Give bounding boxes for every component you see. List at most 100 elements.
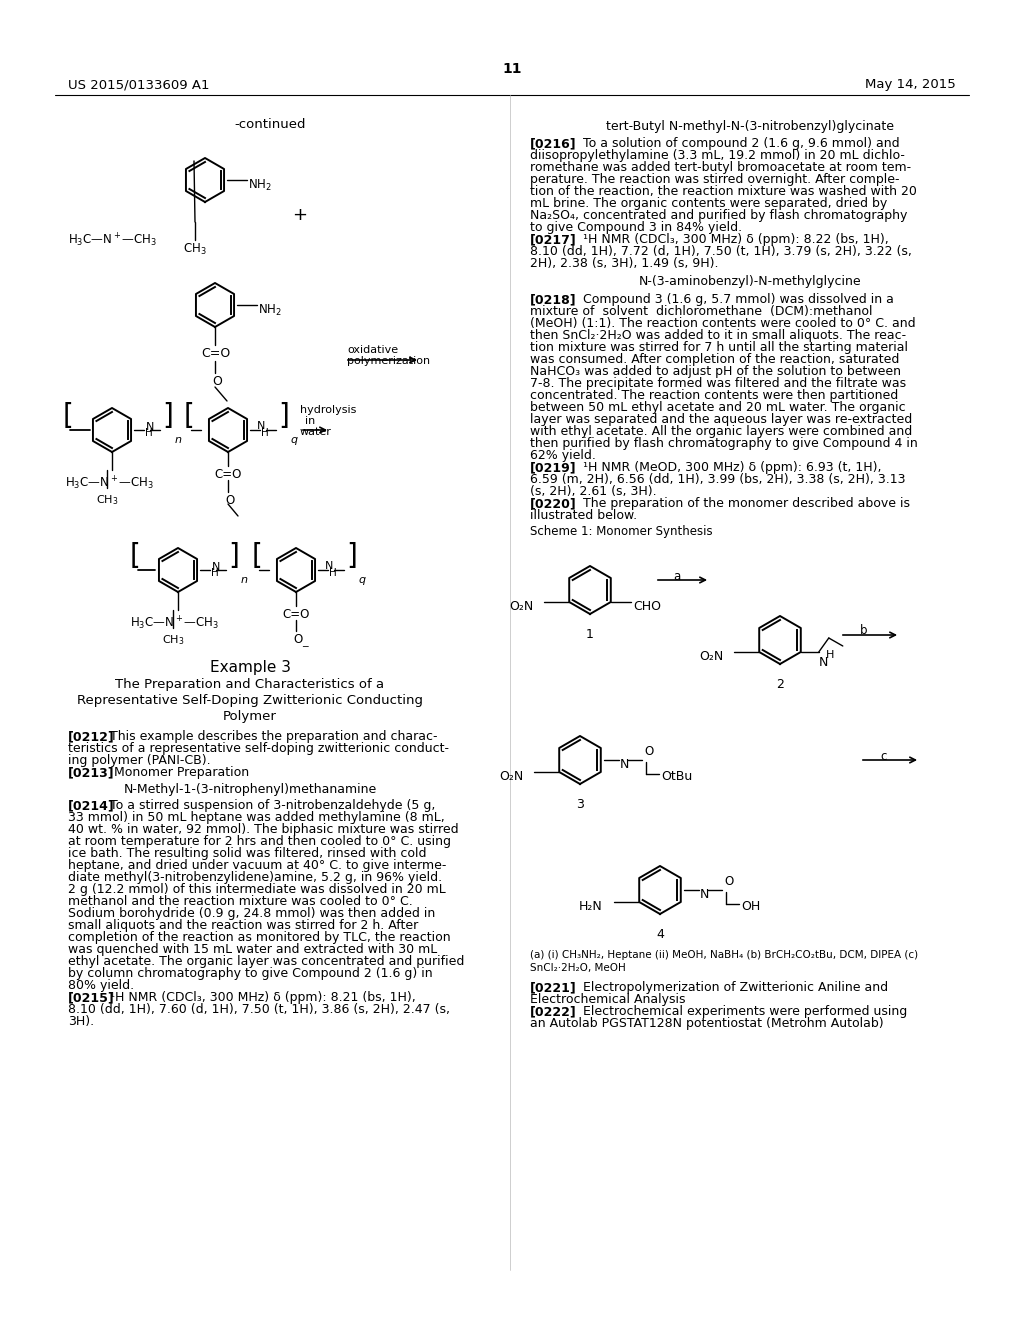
Text: $q$: $q$: [358, 576, 367, 587]
Text: CH$_3$: CH$_3$: [96, 492, 118, 507]
Text: H: H: [329, 568, 337, 578]
Text: Sodium borohydride (0.9 g, 24.8 mmol) was then added in: Sodium borohydride (0.9 g, 24.8 mmol) wa…: [68, 907, 435, 920]
Text: [: [: [63, 403, 74, 430]
Text: [0216]: [0216]: [530, 137, 577, 150]
Text: completion of the reaction as monitored by TLC, the reaction: completion of the reaction as monitored …: [68, 931, 451, 944]
Text: [0218]: [0218]: [530, 293, 577, 306]
Text: methanol and the reaction mixture was cooled to 0° C.: methanol and the reaction mixture was co…: [68, 895, 413, 908]
Text: H: H: [211, 568, 219, 578]
Text: tion of the reaction, the reaction mixture was washed with 20: tion of the reaction, the reaction mixtu…: [530, 185, 916, 198]
Text: romethane was added tert-butyl bromoacetate at room tem-: romethane was added tert-butyl bromoacet…: [530, 161, 911, 174]
Text: (s, 2H), 2.61 (s, 3H).: (s, 2H), 2.61 (s, 3H).: [530, 484, 656, 498]
Text: Example 3: Example 3: [210, 660, 291, 675]
Text: Electrochemical Analysis: Electrochemical Analysis: [530, 993, 685, 1006]
Text: teristics of a representative self-doping zwitterionic conduct-: teristics of a representative self-dopin…: [68, 742, 449, 755]
Text: 62% yield.: 62% yield.: [530, 449, 596, 462]
Text: 80% yield.: 80% yield.: [68, 979, 134, 993]
Text: [0220]: [0220]: [530, 498, 577, 510]
Text: [: [: [252, 543, 263, 570]
Text: oxidative: oxidative: [347, 345, 398, 355]
Text: H$_3$C—N$^+$—CH$_3$: H$_3$C—N$^+$—CH$_3$: [65, 475, 155, 492]
Text: NH$_2$: NH$_2$: [258, 302, 282, 318]
Text: Monomer Preparation: Monomer Preparation: [102, 766, 249, 779]
Text: N: N: [700, 887, 710, 900]
Text: Scheme 1: Monomer Synthesis: Scheme 1: Monomer Synthesis: [530, 525, 713, 539]
Text: was quenched with 15 mL water and extracted with 30 mL: was quenched with 15 mL water and extrac…: [68, 942, 437, 956]
Text: diisopropylethylamine (3.3 mL, 19.2 mmol) in 20 mL dichlo-: diisopropylethylamine (3.3 mL, 19.2 mmol…: [530, 149, 905, 162]
Text: [0214]: [0214]: [68, 799, 115, 812]
Text: [0213]: [0213]: [68, 766, 115, 779]
Text: ¹H NMR (CDCl₃, 300 MHz) δ (ppm): 8.22 (bs, 1H),: ¹H NMR (CDCl₃, 300 MHz) δ (ppm): 8.22 (b…: [571, 234, 889, 246]
Text: H: H: [145, 428, 153, 438]
Text: (MeOH) (1:1). The reaction contents were cooled to 0° C. and: (MeOH) (1:1). The reaction contents were…: [530, 317, 915, 330]
Text: tion mixture was stirred for 7 h until all the starting material: tion mixture was stirred for 7 h until a…: [530, 341, 908, 354]
Text: (a) (i) CH₃NH₂, Heptane (ii) MeOH, NaBH₄ (b) BrCH₂CO₂tBu, DCM, DIPEA (c): (a) (i) CH₃NH₂, Heptane (ii) MeOH, NaBH₄…: [530, 950, 919, 960]
Text: 7-8. The precipitate formed was filtered and the filtrate was: 7-8. The precipitate formed was filtered…: [530, 378, 906, 389]
Text: _: _: [302, 638, 307, 647]
Text: Electropolymerization of Zwitterionic Aniline and: Electropolymerization of Zwitterionic An…: [571, 981, 888, 994]
Text: with ethyl acetate. All the organic layers were combined and: with ethyl acetate. All the organic laye…: [530, 425, 912, 438]
Text: -continued: -continued: [234, 117, 306, 131]
Text: N-(3-aminobenzyl)-N-methylglycine: N-(3-aminobenzyl)-N-methylglycine: [639, 275, 861, 288]
Text: OtBu: OtBu: [662, 770, 692, 783]
Text: b: b: [860, 624, 867, 638]
Text: water: water: [300, 426, 332, 437]
Text: 2: 2: [776, 678, 784, 690]
Text: c: c: [881, 750, 887, 763]
Text: CH$_3$: CH$_3$: [183, 242, 207, 257]
Text: an Autolab PGSTAT128N potentiostat (Metrohm Autolab): an Autolab PGSTAT128N potentiostat (Metr…: [530, 1016, 884, 1030]
Text: ice bath. The resulting solid was filtered, rinsed with cold: ice bath. The resulting solid was filter…: [68, 847, 427, 861]
Text: mL brine. The organic contents were separated, dried by: mL brine. The organic contents were sepa…: [530, 197, 887, 210]
Text: To a stirred suspension of 3-nitrobenzaldehyde (5 g,: To a stirred suspension of 3-nitrobenzal…: [102, 799, 435, 812]
Text: N: N: [325, 561, 334, 572]
Text: N: N: [620, 758, 630, 771]
Text: 3H).: 3H).: [68, 1015, 94, 1028]
Text: O₂N: O₂N: [509, 601, 534, 614]
Text: by column chromatography to give Compound 2 (1.6 g) in: by column chromatography to give Compoun…: [68, 968, 432, 979]
Text: illustrated below.: illustrated below.: [530, 510, 637, 521]
Text: This example describes the preparation and charac-: This example describes the preparation a…: [102, 730, 437, 743]
Text: [0215]: [0215]: [68, 991, 115, 1005]
Text: CH$_3$: CH$_3$: [162, 634, 184, 647]
Text: 40 wt. % in water, 92 mmol). The biphasic mixture was stirred: 40 wt. % in water, 92 mmol). The biphasi…: [68, 822, 459, 836]
Text: May 14, 2015: May 14, 2015: [865, 78, 956, 91]
Text: Polymer: Polymer: [223, 710, 276, 723]
Text: H: H: [261, 428, 268, 438]
Text: H$_3$C—N$^+$—CH$_3$: H$_3$C—N$^+$—CH$_3$: [130, 615, 219, 632]
Text: ]: ]: [162, 403, 173, 430]
Text: O₂N: O₂N: [500, 771, 523, 784]
Text: $n$: $n$: [240, 576, 248, 585]
Text: 4: 4: [656, 928, 664, 941]
Text: O₂N: O₂N: [699, 651, 724, 664]
Text: 6.59 (m, 2H), 6.56 (dd, 1H), 3.99 (bs, 2H), 3.38 (s, 2H), 3.13: 6.59 (m, 2H), 6.56 (dd, 1H), 3.99 (bs, 2…: [530, 473, 905, 486]
Text: To a solution of compound 2 (1.6 g, 9.6 mmol) and: To a solution of compound 2 (1.6 g, 9.6 …: [571, 137, 900, 150]
Text: a: a: [674, 570, 681, 583]
Text: NaHCO₃ was added to adjust pH of the solution to between: NaHCO₃ was added to adjust pH of the sol…: [530, 366, 901, 378]
Text: concentrated. The reaction contents were then partitioned: concentrated. The reaction contents were…: [530, 389, 898, 403]
Text: mixture of  solvent  dichloromethane  (DCM):methanol: mixture of solvent dichloromethane (DCM)…: [530, 305, 872, 318]
Text: C=O: C=O: [214, 469, 242, 480]
Text: +: +: [293, 206, 307, 224]
Text: N-Methyl-1-(3-nitrophenyl)methanamine: N-Methyl-1-(3-nitrophenyl)methanamine: [123, 783, 377, 796]
Text: [0217]: [0217]: [530, 234, 577, 246]
Text: perature. The reaction was stirred overnight. After comple-: perature. The reaction was stirred overn…: [530, 173, 899, 186]
Text: hydrolysis: hydrolysis: [300, 405, 356, 414]
Text: The preparation of the monomer described above is: The preparation of the monomer described…: [571, 498, 910, 510]
Text: layer was separated and the aqueous layer was re-extracted: layer was separated and the aqueous laye…: [530, 413, 912, 426]
Text: O: O: [724, 875, 733, 888]
Text: C=O: C=O: [201, 347, 230, 360]
Text: N: N: [212, 562, 220, 572]
Text: C=O: C=O: [282, 609, 309, 620]
Text: was consumed. After completion of the reaction, saturated: was consumed. After completion of the re…: [530, 352, 899, 366]
Text: O: O: [212, 375, 222, 388]
Text: O: O: [225, 494, 234, 507]
Text: between 50 mL ethyl acetate and 20 mL water. The organic: between 50 mL ethyl acetate and 20 mL wa…: [530, 401, 905, 414]
Text: tert-Butyl N-methyl-N-(3-nitrobenzyl)glycinate: tert-Butyl N-methyl-N-(3-nitrobenzyl)gly…: [606, 120, 894, 133]
Text: [0219]: [0219]: [530, 461, 577, 474]
Text: Electrochemical experiments were performed using: Electrochemical experiments were perform…: [571, 1005, 907, 1018]
Text: Compound 3 (1.6 g, 5.7 mmol) was dissolved in a: Compound 3 (1.6 g, 5.7 mmol) was dissolv…: [571, 293, 894, 306]
Text: 3: 3: [577, 799, 584, 810]
Text: Representative Self-Doping Zwitterionic Conducting: Representative Self-Doping Zwitterionic …: [77, 694, 423, 708]
Text: OH: OH: [741, 900, 760, 913]
Text: 2H), 2.38 (s, 3H), 1.49 (s, 9H).: 2H), 2.38 (s, 3H), 1.49 (s, 9H).: [530, 257, 719, 271]
